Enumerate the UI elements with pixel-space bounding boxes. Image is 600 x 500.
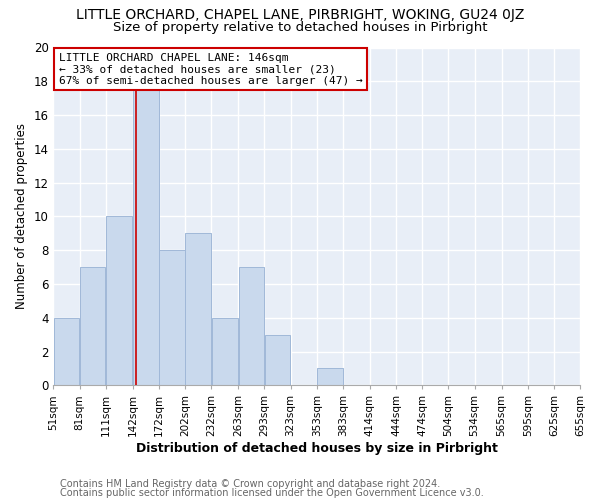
Text: Contains HM Land Registry data © Crown copyright and database right 2024.: Contains HM Land Registry data © Crown c… xyxy=(60,479,440,489)
Text: LITTLE ORCHARD CHAPEL LANE: 146sqm
← 33% of detached houses are smaller (23)
67%: LITTLE ORCHARD CHAPEL LANE: 146sqm ← 33%… xyxy=(59,52,362,86)
Bar xyxy=(265,334,290,386)
Bar xyxy=(159,250,185,386)
Bar xyxy=(239,267,264,386)
Bar xyxy=(185,234,211,386)
X-axis label: Distribution of detached houses by size in Pirbright: Distribution of detached houses by size … xyxy=(136,442,497,455)
Bar xyxy=(212,318,238,386)
Bar xyxy=(80,267,106,386)
Bar xyxy=(133,64,158,386)
Text: Size of property relative to detached houses in Pirbright: Size of property relative to detached ho… xyxy=(113,21,487,34)
Y-axis label: Number of detached properties: Number of detached properties xyxy=(15,124,28,310)
Bar xyxy=(317,368,343,386)
Text: LITTLE ORCHARD, CHAPEL LANE, PIRBRIGHT, WOKING, GU24 0JZ: LITTLE ORCHARD, CHAPEL LANE, PIRBRIGHT, … xyxy=(76,8,524,22)
Bar xyxy=(106,216,133,386)
Text: Contains public sector information licensed under the Open Government Licence v3: Contains public sector information licen… xyxy=(60,488,484,498)
Bar xyxy=(54,318,79,386)
